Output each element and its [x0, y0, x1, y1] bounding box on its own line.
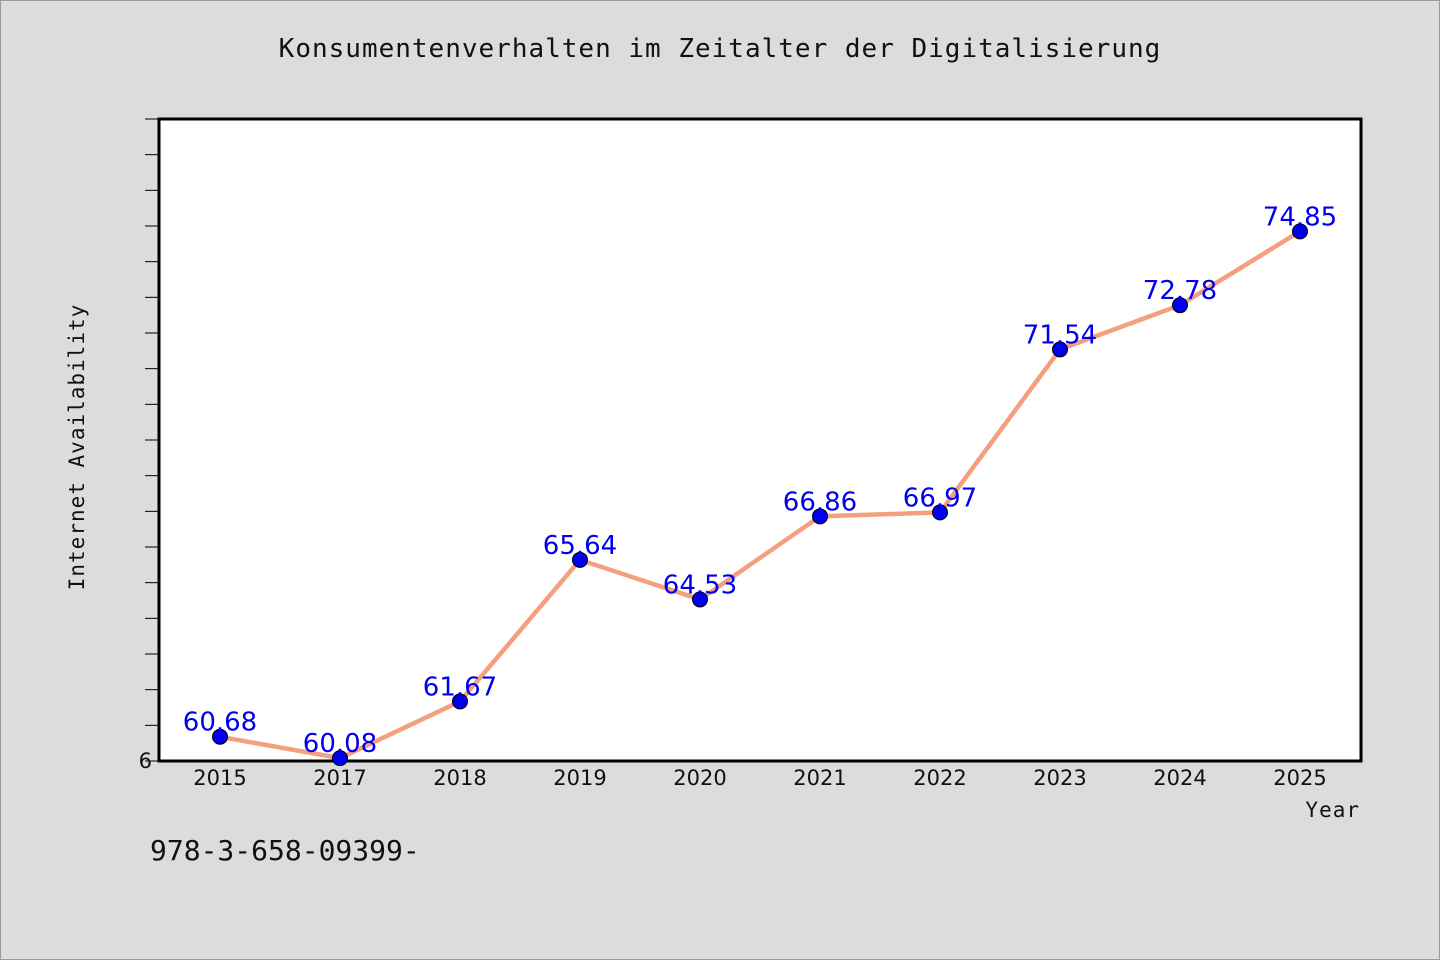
data-label: 65.64 — [543, 531, 617, 561]
data-point — [1052, 341, 1068, 358]
y-axis-ticks — [145, 118, 158, 762]
footnote-isbn: 978-3-658-09399- — [150, 834, 420, 867]
data-label: 64.53 — [663, 570, 737, 600]
data-label: 60.08 — [303, 729, 377, 759]
x-tick-label: 2015 — [193, 766, 246, 790]
data-point — [212, 728, 228, 745]
data-label: 72.78 — [1143, 276, 1217, 306]
data-point — [332, 750, 348, 767]
data-label: 60.68 — [183, 708, 257, 738]
x-tick-label: 2024 — [1153, 766, 1206, 790]
x-tick-label: 2018 — [433, 766, 486, 790]
data-label: 71.54 — [1023, 320, 1097, 350]
x-tick-label: 2021 — [793, 766, 846, 790]
data-point — [932, 504, 948, 521]
data-point — [1292, 223, 1308, 240]
x-tick-label: 2017 — [313, 766, 366, 790]
series-line — [219, 229, 1302, 761]
data-label: 74.85 — [1263, 202, 1337, 232]
y-axis-label: Internet Availability — [65, 304, 89, 591]
x-tick-label: 2022 — [913, 766, 966, 790]
data-label: 66.86 — [783, 487, 857, 517]
data-labels: 60.68 60.08 61.67 65.64 64.53 66.86 66.97 71.54… — [183, 202, 1337, 759]
data-point — [692, 591, 708, 608]
data-point — [812, 508, 828, 525]
data-markers — [212, 223, 1308, 767]
chart-title: Konsumentenverhalten im Zeitalter der Di… — [278, 34, 1162, 64]
data-point — [572, 551, 588, 568]
x-tick-label: 2019 — [553, 766, 606, 790]
x-tick-label: 2023 — [1033, 766, 1086, 790]
x-axis-tick-labels: 2015 2017 2018 2019 2020 2021 2022 2023 2024 2025 — [193, 766, 1326, 790]
data-label: 61.67 — [423, 672, 497, 702]
data-point — [1172, 297, 1188, 314]
x-tick-label: 2020 — [673, 766, 726, 790]
data-label: 66.97 — [903, 483, 977, 513]
y-tick-label: 6 — [139, 749, 152, 773]
series-polyline — [219, 229, 1302, 761]
plot-area — [157, 117, 1363, 763]
x-axis-label: Year — [1305, 798, 1360, 822]
data-point — [452, 693, 468, 710]
x-tick-label: 2025 — [1273, 766, 1326, 790]
